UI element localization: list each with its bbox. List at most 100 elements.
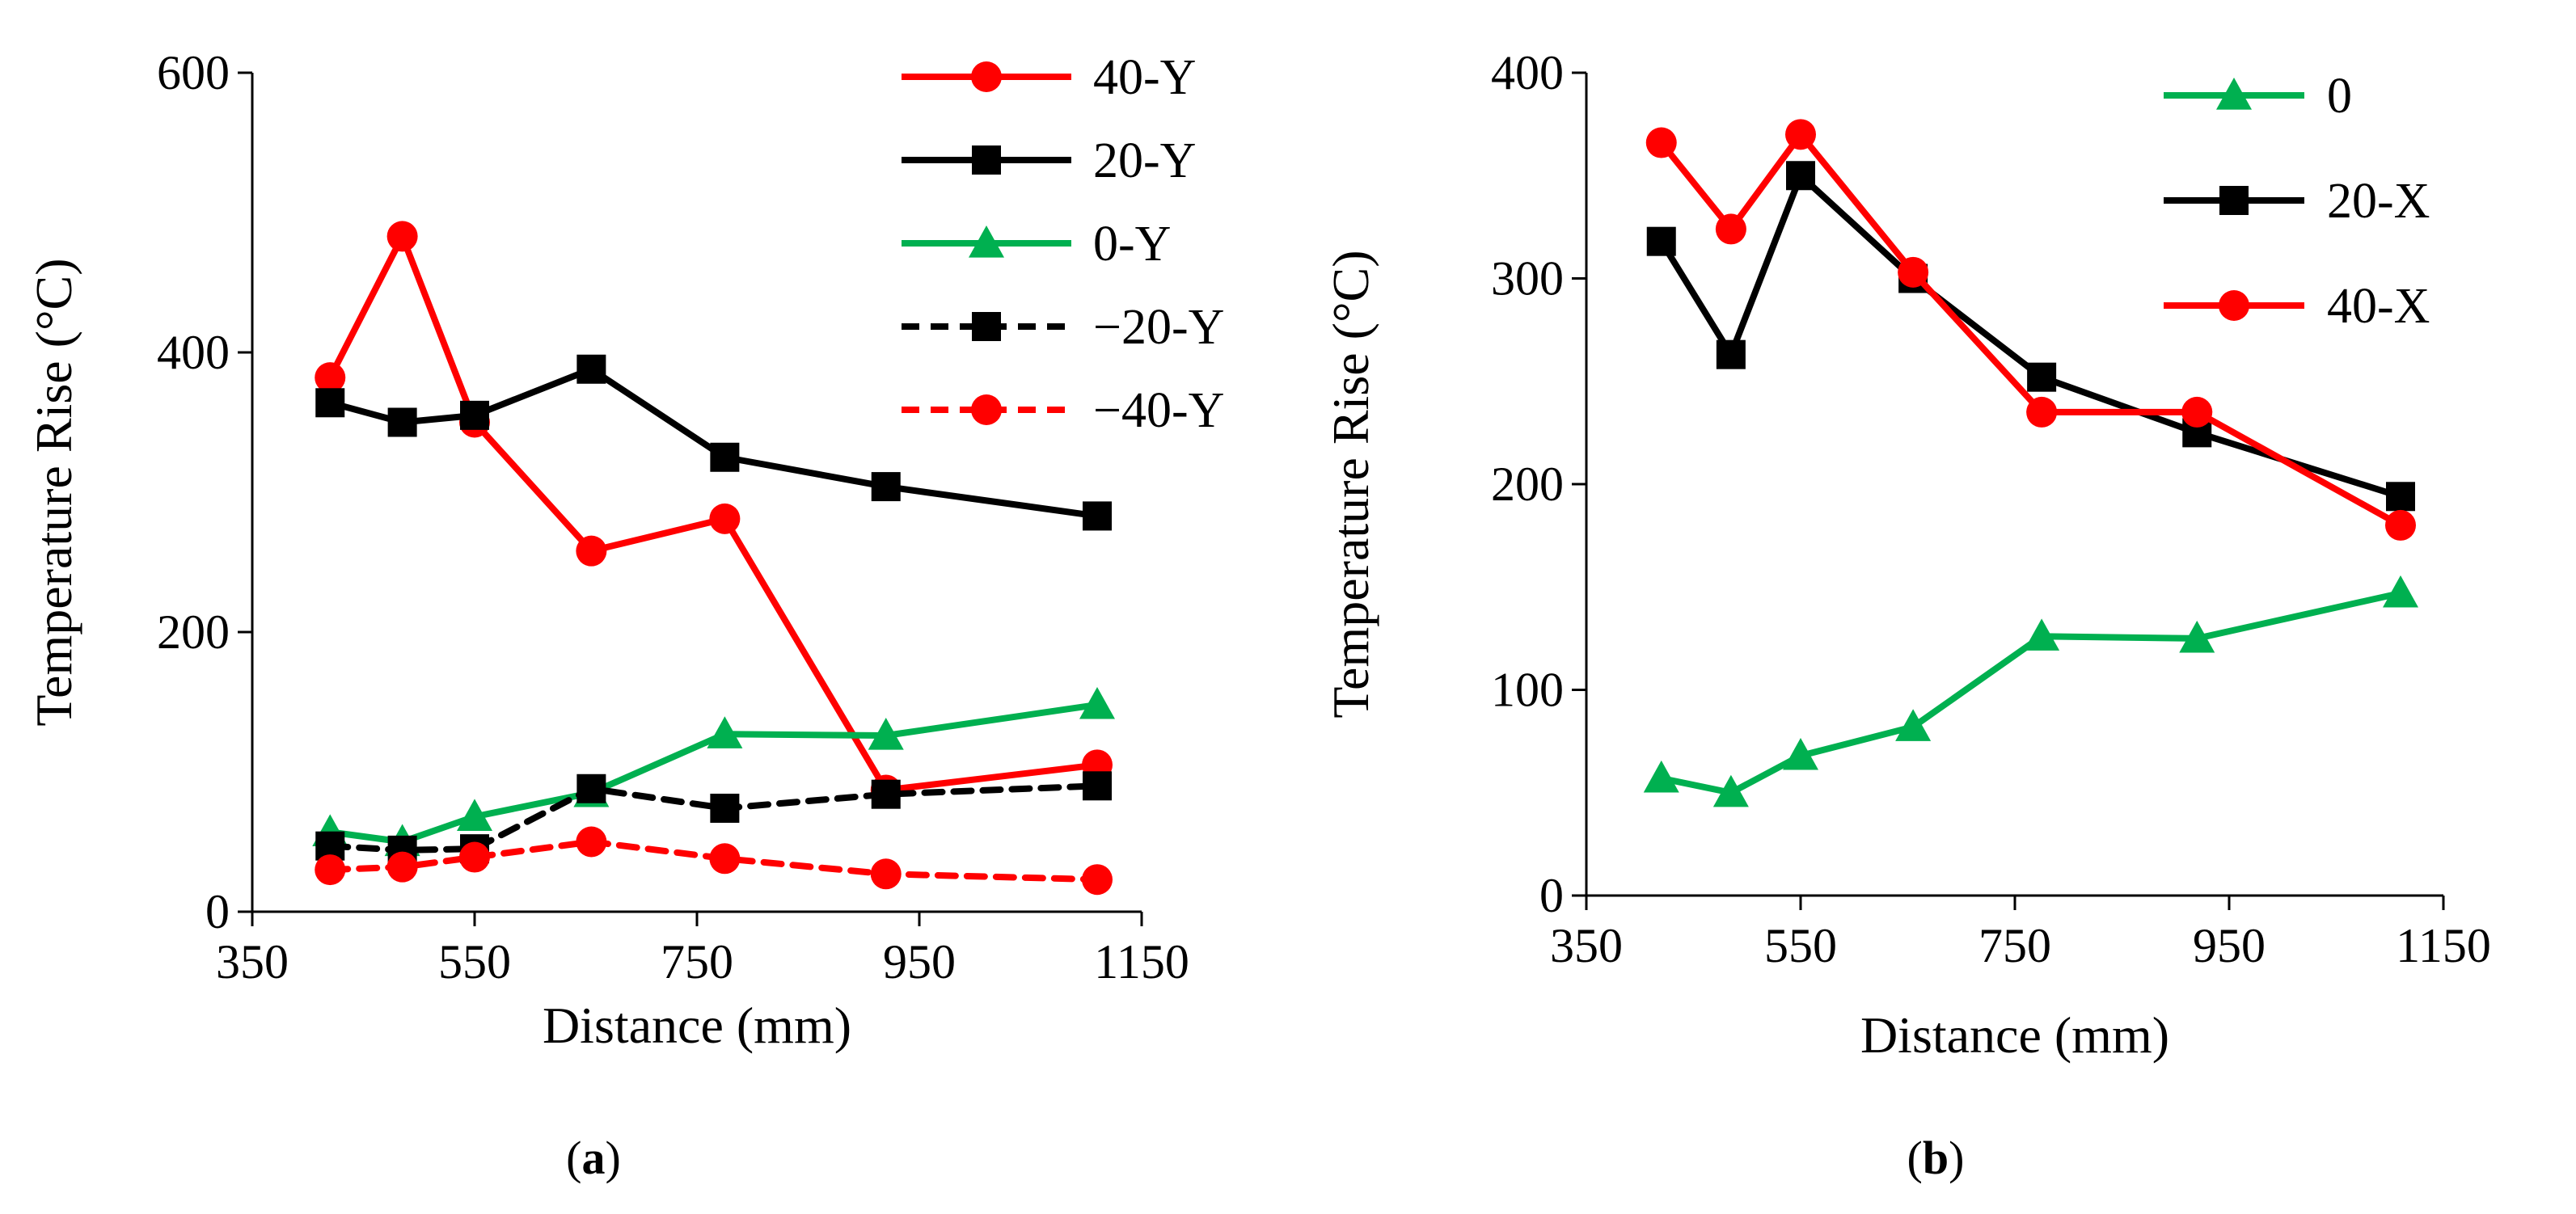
y-tick-label: 0 bbox=[1539, 869, 1564, 922]
data-point bbox=[576, 535, 607, 567]
x-tick-label: 350 bbox=[216, 935, 289, 988]
x-tick-label: 1150 bbox=[1094, 935, 1189, 988]
data-point bbox=[2386, 482, 2415, 512]
y-axis-label: Temperature Rise (°C) bbox=[25, 258, 82, 726]
legend-label: 20-Y bbox=[1093, 133, 1196, 188]
legend-label: 20-X bbox=[2327, 174, 2430, 229]
y-tick-label: 200 bbox=[157, 605, 230, 659]
data-point bbox=[315, 854, 346, 886]
legend-marker bbox=[971, 394, 1002, 425]
series-0-Y bbox=[312, 686, 1115, 857]
data-point bbox=[870, 858, 902, 890]
legend-label: −20-Y bbox=[1093, 300, 1224, 355]
x-tick-label: 950 bbox=[2193, 919, 2266, 972]
data-point bbox=[1715, 213, 1746, 245]
data-point bbox=[1083, 501, 1112, 531]
legend-marker bbox=[2219, 186, 2249, 215]
y-tick-label: 400 bbox=[157, 326, 230, 379]
panel-a-caption: (a) bbox=[566, 1132, 621, 1184]
y-tick-label: 200 bbox=[1491, 457, 1564, 511]
series-line bbox=[1658, 589, 2404, 796]
x-axis-label: Distance (mm) bbox=[543, 997, 851, 1054]
data-point bbox=[2181, 396, 2213, 428]
data-point bbox=[2383, 575, 2418, 608]
data-point bbox=[387, 407, 417, 437]
data-point bbox=[315, 388, 345, 418]
data-point bbox=[2024, 618, 2060, 651]
data-point bbox=[576, 774, 606, 803]
legend-marker bbox=[972, 145, 1001, 175]
series-20-X bbox=[1646, 161, 2415, 512]
legend-marker bbox=[2216, 78, 2252, 110]
data-point bbox=[1643, 760, 1679, 793]
x-tick-label: 550 bbox=[438, 935, 511, 988]
series-−40-Y bbox=[315, 826, 1113, 896]
data-point bbox=[1898, 256, 1929, 288]
series-40-X bbox=[1645, 119, 2416, 541]
data-point bbox=[868, 718, 904, 750]
x-tick-label: 350 bbox=[1550, 919, 1623, 972]
data-point bbox=[460, 400, 489, 430]
data-point bbox=[709, 503, 741, 534]
data-point bbox=[1783, 737, 1818, 770]
y-axis-label: Temperature Rise (°C) bbox=[1322, 250, 1379, 718]
x-axis-label: Distance (mm) bbox=[1860, 1006, 2169, 1064]
y-tick-label: 600 bbox=[157, 46, 230, 99]
data-point bbox=[1712, 774, 1749, 807]
series-20-Y bbox=[315, 354, 1112, 531]
series-0 bbox=[1643, 575, 2418, 807]
series-line bbox=[327, 365, 1100, 520]
series-−20-Y bbox=[315, 771, 1112, 865]
data-point bbox=[315, 362, 346, 394]
data-point bbox=[576, 826, 607, 858]
data-point bbox=[576, 354, 606, 384]
legend-marker bbox=[969, 226, 1004, 258]
y-tick-label: 100 bbox=[1491, 664, 1564, 717]
series-line bbox=[1658, 131, 2404, 529]
data-point bbox=[1082, 864, 1113, 896]
data-point bbox=[2385, 509, 2416, 541]
x-tick-label: 750 bbox=[661, 935, 733, 988]
legend-marker bbox=[2219, 290, 2249, 321]
data-point bbox=[1083, 771, 1112, 801]
legend-label: 0 bbox=[2327, 69, 2352, 124]
chart-panel-b: 0 100 200 300 400 350 550 750 950 1150 Distance (m… bbox=[1322, 46, 2491, 1064]
x-tick-label: 750 bbox=[1978, 919, 2051, 972]
panel-b-caption: (b) bbox=[1907, 1132, 1965, 1184]
data-point bbox=[1646, 226, 1676, 256]
x-tick-label: 1150 bbox=[2396, 919, 2491, 972]
data-point bbox=[871, 472, 901, 502]
legend-marker bbox=[972, 312, 1001, 341]
data-point bbox=[1079, 686, 1115, 719]
data-point bbox=[707, 716, 743, 748]
chart-panel-a: 0 200 400 600 350 550 750 950 1150 Distance (mm) T… bbox=[25, 46, 1224, 1054]
x-tick-label: 950 bbox=[883, 935, 956, 988]
data-point bbox=[871, 779, 901, 809]
data-point bbox=[457, 799, 492, 831]
data-point bbox=[386, 221, 418, 252]
legend-label: −40-Y bbox=[1093, 383, 1224, 438]
data-point bbox=[1895, 709, 1932, 741]
data-point bbox=[710, 442, 740, 472]
y-tick-label: 400 bbox=[1491, 46, 1564, 99]
data-point bbox=[709, 843, 741, 875]
data-point bbox=[2027, 362, 2057, 392]
legend-label: 0-Y bbox=[1093, 217, 1171, 272]
y-tick-label: 300 bbox=[1491, 252, 1564, 306]
data-point bbox=[710, 793, 740, 823]
data-point bbox=[1786, 161, 1815, 191]
legend-label: 40-X bbox=[2327, 279, 2430, 334]
x-tick-label: 550 bbox=[1764, 919, 1837, 972]
data-point bbox=[1716, 339, 1746, 369]
y-tick-label: 0 bbox=[205, 885, 230, 938]
legend-marker bbox=[971, 61, 1002, 92]
series-line bbox=[1658, 172, 2404, 500]
data-point bbox=[2026, 396, 2058, 428]
data-point bbox=[459, 841, 490, 873]
data-point bbox=[1645, 127, 1677, 158]
data-point bbox=[1785, 119, 1816, 150]
legend-label: 40-Y bbox=[1093, 50, 1196, 105]
data-point bbox=[2179, 620, 2215, 653]
data-point bbox=[386, 851, 418, 883]
